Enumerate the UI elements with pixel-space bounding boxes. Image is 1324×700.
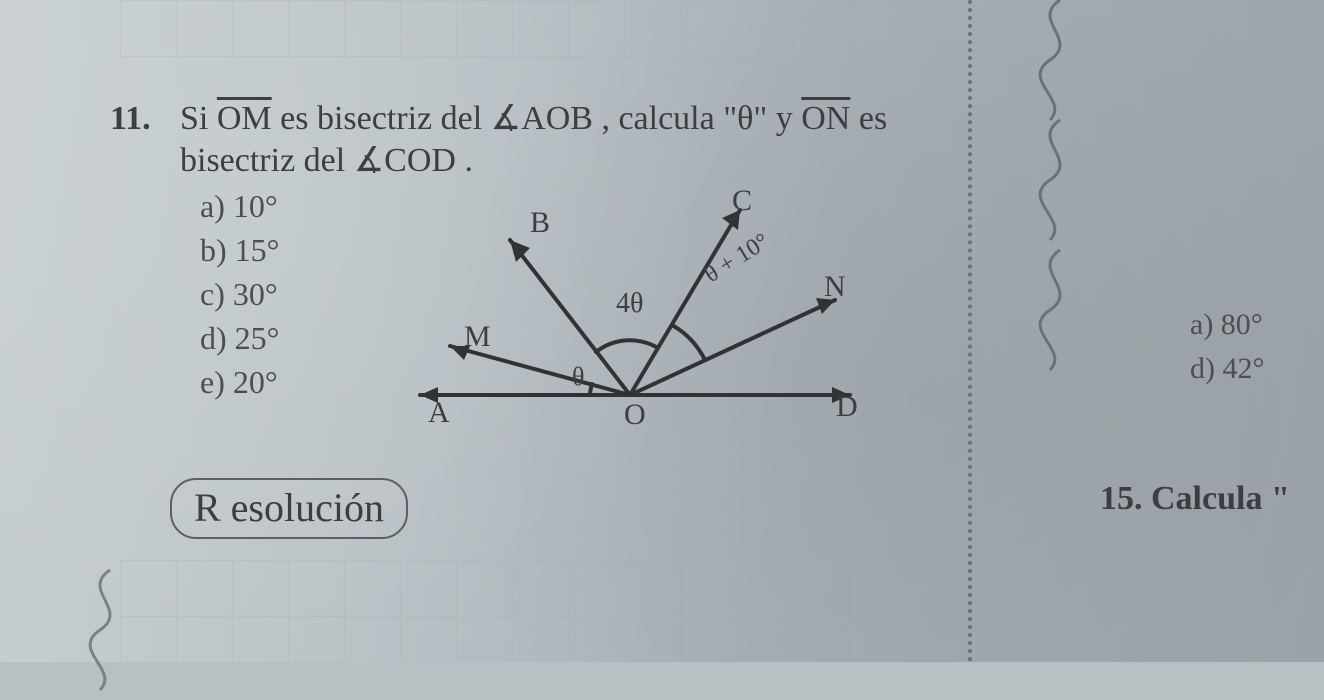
option-b: b) 15° bbox=[200, 232, 279, 269]
brace-squiggle-2 bbox=[1020, 110, 1080, 250]
option-e: e) 20° bbox=[200, 364, 278, 401]
angle-theta: θ bbox=[572, 362, 584, 392]
option-a: a) 10° bbox=[200, 188, 278, 225]
label-N: N bbox=[824, 270, 846, 304]
angle-4theta: 4θ bbox=[616, 288, 643, 320]
brace-squiggle-left bbox=[70, 560, 130, 700]
label-M: M bbox=[464, 320, 491, 354]
resolucion-heading: R esolución bbox=[170, 478, 408, 539]
right-option-a: a) 80° bbox=[1190, 308, 1263, 342]
option-c: c) 30° bbox=[200, 276, 278, 313]
segment-on: ON bbox=[801, 100, 850, 137]
label-C: C bbox=[732, 184, 752, 218]
stem-mid: es bisectriz del ∡AOB , calcula "θ" y bbox=[272, 100, 802, 137]
stem-line-1: Si OM es bisectriz del ∡AOB , calcula "θ… bbox=[180, 98, 887, 138]
label-A: A bbox=[428, 396, 450, 430]
column-separator bbox=[968, 0, 972, 662]
stem-post: es bbox=[850, 100, 887, 137]
stem-pre: Si bbox=[180, 100, 217, 137]
label-O: O bbox=[624, 398, 646, 432]
right-next-question: 15. Calcula " bbox=[1100, 480, 1290, 518]
option-d: d) 25° bbox=[200, 320, 279, 357]
right-option-d: d) 42° bbox=[1190, 352, 1265, 386]
label-B: B bbox=[530, 206, 550, 240]
faint-grid-top bbox=[120, 0, 920, 60]
brace-squiggle-3 bbox=[1020, 240, 1080, 380]
page-surface: 11. Si OM es bisectriz del ∡AOB , calcul… bbox=[0, 0, 1324, 662]
label-D: D bbox=[836, 390, 858, 424]
segment-om: OM bbox=[217, 100, 272, 137]
angle-diagram: A M B C N D O θ 4θ θ + 10° bbox=[380, 170, 900, 430]
faint-grid-bottom bbox=[120, 560, 920, 662]
resolucion-label: R esolución bbox=[194, 485, 384, 530]
problem-number: 11. bbox=[110, 100, 151, 138]
